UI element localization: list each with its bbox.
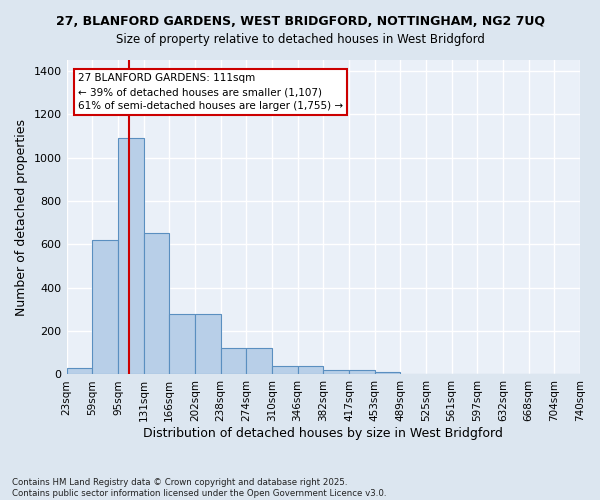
Text: 27, BLANFORD GARDENS, WEST BRIDGFORD, NOTTINGHAM, NG2 7UQ: 27, BLANFORD GARDENS, WEST BRIDGFORD, NO…	[56, 15, 545, 28]
Bar	[169, 314, 195, 374]
Bar	[298, 366, 323, 374]
Bar	[349, 370, 374, 374]
Bar	[374, 372, 400, 374]
Bar	[118, 138, 143, 374]
Y-axis label: Number of detached properties: Number of detached properties	[15, 118, 28, 316]
Bar	[246, 348, 272, 374]
Bar	[195, 314, 221, 374]
Text: Contains HM Land Registry data © Crown copyright and database right 2025.
Contai: Contains HM Land Registry data © Crown c…	[12, 478, 386, 498]
Bar	[143, 234, 169, 374]
Text: 27 BLANFORD GARDENS: 111sqm
← 39% of detached houses are smaller (1,107)
61% of : 27 BLANFORD GARDENS: 111sqm ← 39% of det…	[78, 73, 343, 111]
X-axis label: Distribution of detached houses by size in West Bridgford: Distribution of detached houses by size …	[143, 427, 503, 440]
Bar	[272, 366, 298, 374]
Bar	[323, 370, 349, 374]
Text: Size of property relative to detached houses in West Bridgford: Size of property relative to detached ho…	[116, 32, 484, 46]
Bar	[67, 368, 92, 374]
Bar	[221, 348, 246, 374]
Bar	[92, 240, 118, 374]
